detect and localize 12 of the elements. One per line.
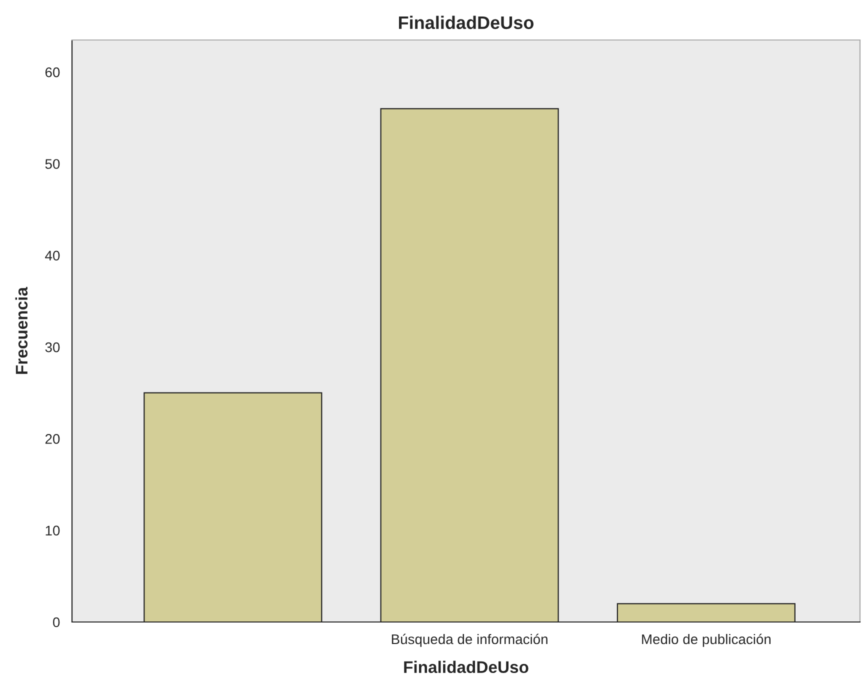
x-axis-title: FinalidadDeUso: [404, 660, 528, 674]
chart-title: FinalidadDeUso: [398, 16, 534, 30]
y-tick-label: 20: [45, 434, 60, 444]
y-tick-label: 40: [45, 250, 60, 261]
y-axis-title: Frecuencia: [15, 286, 28, 374]
y-tick-label: 60: [45, 67, 60, 78]
y-tick-label: 50: [45, 159, 60, 169]
y-tick-label: 30: [45, 342, 60, 352]
x-tick-label: Búsqueda de información: [392, 634, 548, 647]
y-tick-label: 0: [53, 617, 60, 628]
x-tick-label: Medio de publicación: [642, 634, 771, 647]
y-tick-label: 10: [46, 526, 60, 536]
